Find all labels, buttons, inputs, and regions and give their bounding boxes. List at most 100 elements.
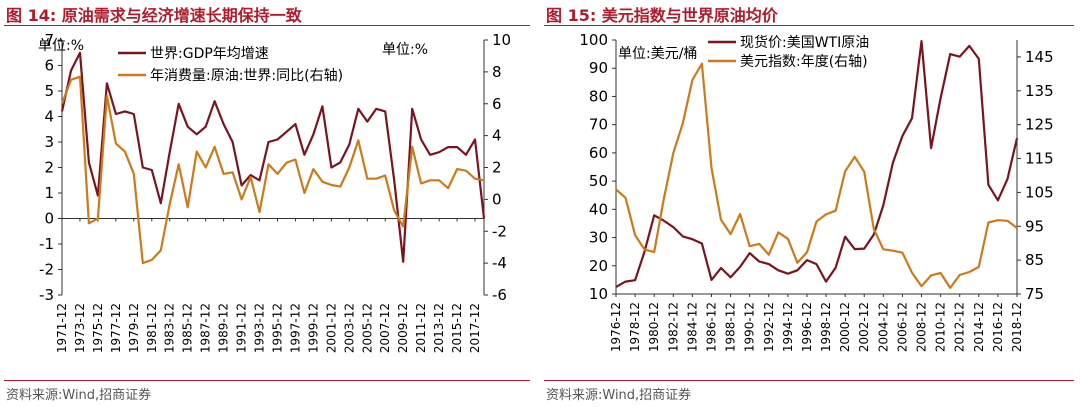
right-tick-label: -4 bbox=[492, 254, 507, 272]
x-tick-label: 1981-12 bbox=[145, 303, 159, 353]
x-tick-label: 1994-12 bbox=[781, 302, 795, 352]
x-tick-label: 1979-12 bbox=[127, 303, 141, 353]
right-tick-label: 10 bbox=[492, 31, 511, 49]
x-tick-label: 1999-12 bbox=[306, 303, 320, 353]
left-unit-label: 单位:美元/桶 bbox=[618, 46, 697, 62]
legend-label-2: 年消费量:原油:世界:同比(右轴) bbox=[150, 68, 343, 84]
x-tick-label: 1973-12 bbox=[73, 303, 87, 353]
x-tick-label: 1995-12 bbox=[270, 303, 284, 353]
right-tick-label: 85 bbox=[1025, 251, 1044, 269]
x-tick-label: 2008-12 bbox=[915, 302, 929, 352]
right-tick-label: 75 bbox=[1025, 285, 1044, 303]
legend-label-2: 美元指数:年度(右轴) bbox=[740, 54, 868, 70]
right-source-rule bbox=[544, 380, 1074, 381]
legend-label-1: 世界:GDP年均增速 bbox=[150, 46, 269, 62]
x-tick-label: 2013-12 bbox=[432, 303, 446, 353]
x-tick-label: 1990-12 bbox=[743, 302, 757, 352]
right-tick-label: 0 bbox=[492, 190, 502, 208]
left-unit-label: 单位:% bbox=[38, 38, 84, 54]
left-source-note: 资料来源:Wind,招商证券 bbox=[6, 388, 152, 403]
series-line-2 bbox=[615, 62, 1018, 289]
right-tick-label: -2 bbox=[492, 222, 507, 240]
x-tick-label: 2016-12 bbox=[991, 302, 1005, 352]
left-tick-label: -1 bbox=[39, 235, 54, 253]
x-tick-label: 2006-12 bbox=[895, 302, 909, 352]
x-tick-label: 1982-12 bbox=[666, 302, 680, 352]
left-tick-label: 10 bbox=[589, 285, 608, 303]
x-tick-label: 1971-12 bbox=[55, 303, 69, 353]
left-tick-label: 6 bbox=[44, 57, 54, 75]
x-tick-label: 2012-12 bbox=[953, 302, 967, 352]
left-tick-label: -3 bbox=[39, 286, 54, 304]
left-tick-label: 50 bbox=[589, 172, 608, 190]
left-tick-label: 5 bbox=[44, 82, 54, 100]
left-figure-title: 图 14: 原油需求与经济增速长期保持一致 bbox=[6, 6, 302, 25]
x-tick-label: 1993-12 bbox=[253, 303, 267, 353]
x-tick-label: 1984-12 bbox=[685, 302, 699, 352]
x-tick-label: 2017-12 bbox=[468, 303, 482, 353]
x-tick-label: 1996-12 bbox=[800, 302, 814, 352]
x-tick-label: 1983-12 bbox=[163, 303, 177, 353]
right-tick-label: 8 bbox=[492, 63, 502, 81]
left-source-rule bbox=[4, 380, 530, 381]
x-tick-label: 2015-12 bbox=[450, 303, 464, 353]
x-tick-label: 1998-12 bbox=[819, 302, 833, 352]
x-tick-label: 1987-12 bbox=[199, 303, 213, 353]
left-tick-label: 30 bbox=[589, 229, 608, 247]
x-tick-label: 2010-12 bbox=[934, 302, 948, 352]
x-tick-label: 1991-12 bbox=[235, 303, 249, 353]
left-tick-label: 60 bbox=[589, 144, 608, 162]
x-tick-label: 1978-12 bbox=[628, 302, 642, 352]
x-tick-label: 2004-12 bbox=[876, 302, 890, 352]
right-tick-label: 6 bbox=[492, 95, 502, 113]
right-tick-label: -6 bbox=[492, 286, 507, 304]
x-tick-label: 2009-12 bbox=[396, 303, 410, 353]
left-title-rule bbox=[4, 25, 530, 26]
left-tick-label: 40 bbox=[589, 200, 608, 218]
right-chart: 100 90 80 70 60 50 40 30 20 10 145 135 125 115 105 95 85… bbox=[579, 31, 1054, 352]
x-tick-label: 2003-12 bbox=[342, 303, 356, 353]
right-figure-title: 图 15: 美元指数与世界原油均价 bbox=[546, 6, 778, 25]
left-tick-label: 3 bbox=[44, 133, 54, 151]
x-tick-label: 1975-12 bbox=[91, 303, 105, 353]
left-tick-label: -2 bbox=[39, 261, 54, 279]
x-tick-label: 1977-12 bbox=[109, 303, 123, 353]
right-unit-label: 单位:% bbox=[382, 42, 428, 58]
series-line-2 bbox=[60, 75, 485, 265]
left-tick-label: 70 bbox=[589, 116, 608, 134]
x-tick-label: 1986-12 bbox=[704, 302, 718, 352]
left-tick-label: 100 bbox=[579, 31, 608, 49]
left-tick-label: 2 bbox=[44, 159, 54, 177]
left-tick-label: 20 bbox=[589, 257, 608, 275]
right-title-rule bbox=[544, 25, 1074, 26]
x-tick-label: 1980-12 bbox=[647, 302, 661, 352]
x-tick-label: 2007-12 bbox=[378, 303, 392, 353]
left-tick-label: 0 bbox=[44, 210, 54, 228]
right-tick-label: 125 bbox=[1025, 116, 1054, 134]
right-tick-label: 145 bbox=[1025, 48, 1054, 66]
right-tick-label: 105 bbox=[1025, 183, 1054, 201]
x-tick-label: 2011-12 bbox=[414, 303, 428, 353]
right-tick-label: 95 bbox=[1025, 217, 1044, 235]
legend-label-1: 现货价:美国WTI原油 bbox=[740, 34, 869, 51]
left-tick-label: 1 bbox=[44, 184, 54, 202]
x-tick-label: 2000-12 bbox=[838, 302, 852, 352]
left-tick-label: 7 bbox=[44, 31, 54, 49]
x-tick-label: 1988-12 bbox=[724, 302, 738, 352]
right-source-note: 资料来源:Wind,招商证券 bbox=[546, 388, 692, 403]
x-tick-label: 1997-12 bbox=[288, 303, 302, 353]
x-tick-label: 2002-12 bbox=[857, 302, 871, 352]
right-tick-label: 2 bbox=[492, 159, 502, 177]
x-tick-label: 1985-12 bbox=[181, 303, 195, 353]
x-tick-label: 2001-12 bbox=[324, 303, 338, 353]
x-tick-label: 1989-12 bbox=[217, 303, 231, 353]
right-tick-label: 4 bbox=[492, 127, 502, 145]
left-tick-label: 4 bbox=[44, 108, 54, 126]
x-tick-label: 2018-12 bbox=[1010, 302, 1024, 352]
left-tick-label: 80 bbox=[589, 87, 608, 105]
x-tick-label: 1992-12 bbox=[762, 302, 776, 352]
x-tick-label: 2014-12 bbox=[972, 302, 986, 352]
right-tick-label: 135 bbox=[1025, 82, 1054, 100]
